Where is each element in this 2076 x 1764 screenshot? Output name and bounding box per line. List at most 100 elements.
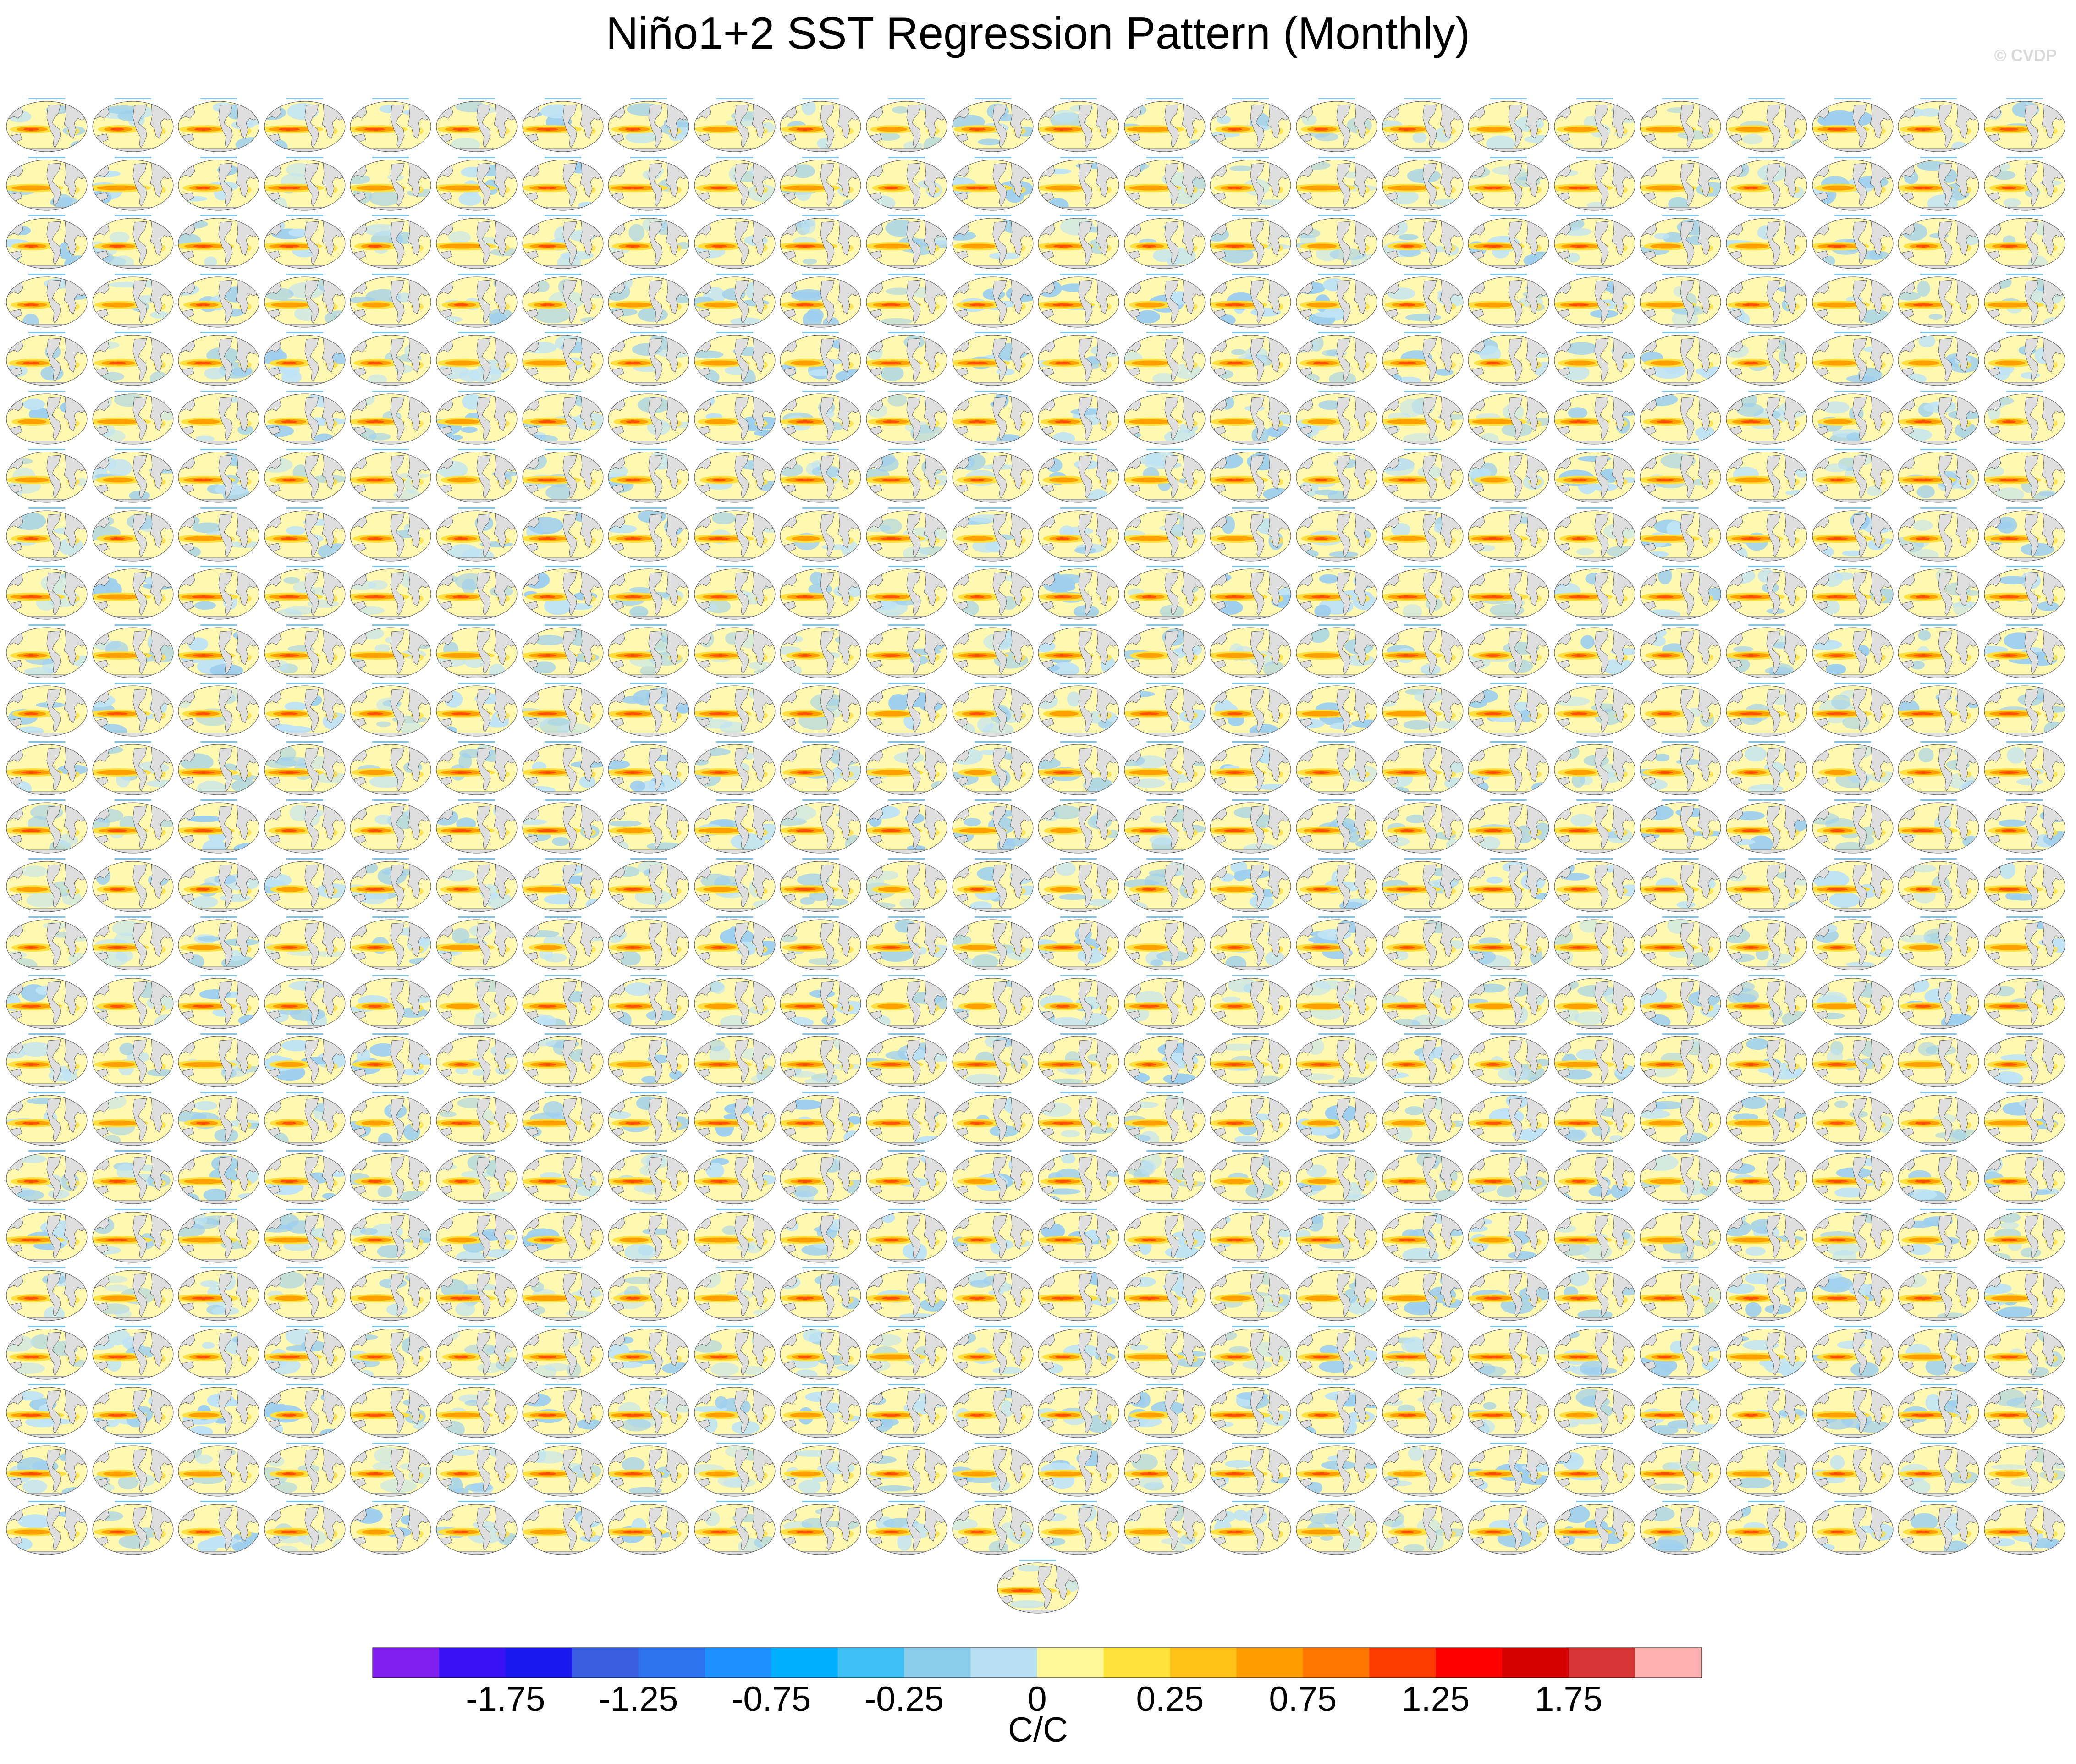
map-panel	[693, 799, 777, 856]
map-panel	[348, 623, 433, 681]
map-panel	[1982, 1500, 2067, 1557]
map-panel	[1123, 273, 1207, 330]
map-panel	[348, 565, 433, 622]
map-panel	[521, 974, 606, 1031]
map-panel	[1638, 1325, 1723, 1382]
colorbar-segment	[638, 1648, 705, 1678]
colorbar-segment	[970, 1648, 1037, 1678]
map-panel	[693, 448, 777, 505]
map-panel	[521, 1442, 606, 1499]
map-panel	[1294, 623, 1379, 681]
map-panel	[1123, 857, 1207, 915]
map-panel	[1896, 565, 1981, 622]
map-panel	[778, 1500, 863, 1557]
map-panel	[1466, 331, 1551, 388]
map-panel	[1466, 857, 1551, 915]
map-panel	[91, 915, 176, 973]
map-panel	[176, 1149, 261, 1207]
map-panel	[1896, 1383, 1981, 1440]
map-panel	[1724, 156, 1809, 213]
map-panel	[951, 1208, 1035, 1265]
map-panel	[176, 740, 261, 798]
map-panel	[1036, 682, 1121, 739]
map-panel	[1638, 156, 1723, 213]
map-panel	[1381, 623, 1465, 681]
map-panel	[1208, 1383, 1293, 1440]
map-panel	[1466, 1091, 1551, 1148]
map-panel	[693, 857, 777, 915]
map-panel	[1036, 1208, 1121, 1265]
map-panel	[1208, 565, 1293, 622]
map-panel	[1896, 390, 1981, 447]
map-panel	[263, 799, 347, 856]
map-panel	[1811, 331, 1895, 388]
map-panel	[91, 156, 176, 213]
map-panel	[693, 214, 777, 271]
map-panel	[1381, 1325, 1465, 1382]
map-panel	[5, 507, 89, 564]
map-panel	[1553, 1149, 1637, 1207]
map-panel	[1724, 1442, 1809, 1499]
map-panel	[1553, 682, 1637, 739]
map-panel	[1294, 1032, 1379, 1090]
map-panel	[1982, 623, 2067, 681]
map-panel	[1294, 1383, 1379, 1440]
colorbar-segment	[1369, 1648, 1436, 1678]
map-panel	[778, 273, 863, 330]
map-panel	[1553, 448, 1637, 505]
map-panel	[1638, 740, 1723, 798]
map-panel	[263, 214, 347, 271]
map-panel	[348, 331, 433, 388]
map-panel	[951, 915, 1035, 973]
map-panel	[693, 273, 777, 330]
map-panel	[1036, 1091, 1121, 1148]
map-panel	[5, 1383, 89, 1440]
map-panel	[1982, 915, 2067, 973]
map-panel	[91, 623, 176, 681]
map-panel	[1294, 1091, 1379, 1148]
map-panel	[951, 1032, 1035, 1090]
map-panel	[1982, 1325, 2067, 1382]
map-panel	[606, 1032, 691, 1090]
map-panel	[521, 1208, 606, 1265]
map-panel	[1638, 565, 1723, 622]
map-panel	[1466, 156, 1551, 213]
map-panel	[606, 974, 691, 1031]
map-panel	[521, 682, 606, 739]
colorbar-segment	[572, 1648, 639, 1678]
colorbar-segment	[1170, 1648, 1237, 1678]
map-panel	[5, 1208, 89, 1265]
map-panel	[606, 915, 691, 973]
map-panel	[1466, 915, 1551, 973]
map-panel	[951, 1091, 1035, 1148]
map-panel	[91, 448, 176, 505]
map-panel	[521, 1266, 606, 1323]
map-panel	[1036, 156, 1121, 213]
map-panel	[1811, 857, 1895, 915]
map-panel	[91, 857, 176, 915]
map-panel	[263, 740, 347, 798]
map-panel	[1036, 97, 1121, 154]
map-panel	[778, 682, 863, 739]
map-panel	[1982, 1208, 2067, 1265]
map-panel	[521, 623, 606, 681]
map-panel	[1638, 799, 1723, 856]
map-panel	[263, 1149, 347, 1207]
map-panel	[1208, 448, 1293, 505]
map-panel	[521, 740, 606, 798]
map-panel	[1208, 390, 1293, 447]
map-panel	[1123, 1383, 1207, 1440]
map-panel	[348, 1208, 433, 1265]
map-panel	[865, 565, 949, 622]
map-panel	[865, 915, 949, 973]
map-panel	[521, 448, 606, 505]
map-panel	[778, 1032, 863, 1090]
map-panel	[1638, 623, 1723, 681]
colorbar-segment	[1103, 1648, 1170, 1678]
map-panel	[5, 273, 89, 330]
map-panel	[435, 974, 519, 1031]
map-panel	[1811, 1442, 1895, 1499]
map-panel	[693, 1149, 777, 1207]
map-panel	[1553, 214, 1637, 271]
map-panel	[606, 1383, 691, 1440]
